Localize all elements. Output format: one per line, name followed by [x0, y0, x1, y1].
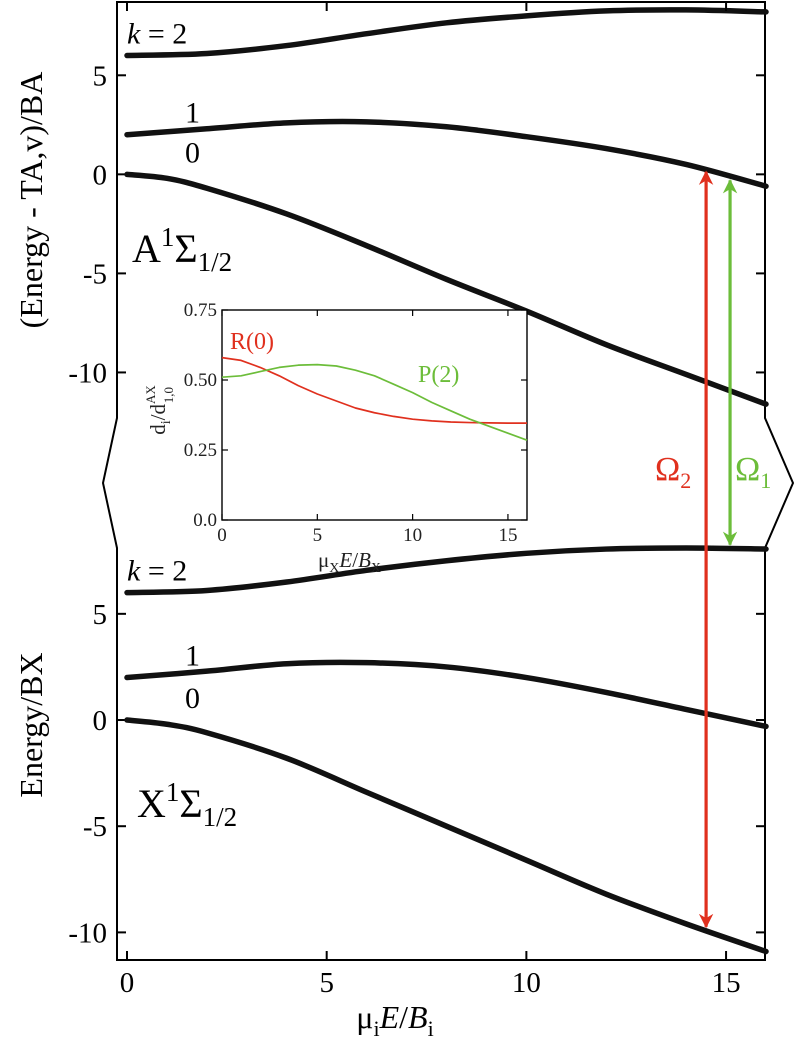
x-axis-title: μiE/Bi [356, 999, 433, 1039]
k-label-1: 1 [185, 640, 200, 673]
x-tick-label: 15 [712, 967, 741, 999]
inset-frame [221, 309, 528, 521]
omega2-label: Ω2 [655, 451, 691, 493]
k-symbol: k [127, 17, 141, 50]
mu-sub: i [373, 1016, 379, 1039]
B-sub: i [428, 1016, 434, 1039]
k-label-0: 0 [185, 136, 200, 169]
x-tick-label: 5 [319, 967, 334, 999]
k-symbol: k [127, 555, 141, 588]
y-tick-label: -5 [83, 811, 107, 843]
k-label-1: 1 [185, 97, 200, 130]
state-sym: Σ [174, 226, 197, 271]
level-curve-k2 [124, 545, 769, 596]
level-curve-k0 [124, 171, 769, 407]
y-axis-title: Energy/BX [13, 652, 49, 797]
state-sym: Σ [179, 781, 202, 826]
slash: / [352, 548, 358, 572]
state-label: X1Σ1/2 [137, 777, 237, 832]
slash-d: /d [146, 404, 170, 421]
B: B [408, 999, 428, 1035]
B-sub: X [371, 561, 381, 576]
inset-y-tick-label: 0.50 [184, 370, 217, 391]
B: B [358, 548, 371, 572]
inset-plot: 0.00.250.500.750 5 10 15R(0)P(2)μXE/BXdi/dA… [143, 300, 528, 576]
state-sup: 1 [166, 777, 180, 807]
level-curve-k1 [124, 118, 769, 189]
inset-x-tick-label: 5 [313, 525, 323, 546]
omega-sub: 1 [760, 468, 771, 493]
inset-y-tick-label: 0.75 [184, 300, 217, 321]
state-sub: 1/2 [203, 802, 238, 832]
inset-y-tick-label: 0.0 [193, 510, 217, 531]
state-sub: 1/2 [198, 247, 233, 277]
d-sub: i [159, 420, 174, 424]
omega-sub: 2 [680, 468, 691, 493]
inset-x-tick-label: 0 [217, 525, 227, 546]
y-tick-label: -10 [68, 357, 107, 389]
state-main: A [132, 226, 161, 271]
inset-y-axis-title: di/dAX 1,0 [143, 385, 176, 435]
k-label-2: k = 2 [127, 17, 187, 50]
inset-x-tick-label: 15 [498, 525, 517, 546]
plot-frame [101, 1, 795, 961]
x-tick-label: 0 [120, 967, 135, 999]
mu: μ [356, 999, 373, 1035]
omega-symbol: Ω [735, 451, 760, 488]
mu: μ [318, 548, 329, 572]
y-tick-label: 0 [93, 705, 108, 737]
axes-frame-with-break [101, 1, 795, 961]
transition-arrows: Ω2 Ω1 [655, 170, 771, 929]
sub-10: 1,0 [161, 387, 176, 403]
level-curve-k2 [124, 7, 769, 59]
ax-sup: AX [143, 385, 158, 404]
k-value: = 2 [140, 555, 187, 588]
y-axis-title: (Energy - TA,v)/BA [13, 72, 49, 329]
inset-x-axis-title: μXE/BX [318, 548, 381, 576]
inset-label-P2: P(2) [418, 362, 459, 388]
E: E [379, 999, 400, 1035]
state-sup: 1 [161, 222, 175, 252]
x-tick-label: 10 [512, 967, 541, 999]
inset-series-R0 [221, 356, 527, 424]
level-curve-k1 [124, 659, 769, 730]
y-tick-label: 0 [93, 159, 108, 191]
inset-label-R0: R(0) [230, 329, 274, 355]
slash: / [399, 999, 408, 1035]
y-tick-label: 5 [93, 60, 108, 92]
y-tick-label: -10 [68, 917, 107, 949]
E: E [338, 548, 352, 572]
state-main: X [137, 781, 166, 826]
inset-y-tick-label: 0.25 [184, 440, 217, 461]
y-tick-label: 5 [93, 599, 108, 631]
omega-symbol: Ω [655, 451, 680, 488]
mu-sub: X [329, 561, 339, 576]
omega1-label: Ω1 [735, 451, 771, 493]
k-label-2: k = 2 [127, 555, 187, 588]
y-tick-label: -5 [83, 258, 107, 290]
d: d [146, 424, 170, 435]
inset-x-tick-label: 10 [403, 525, 422, 546]
k-label-0: 0 [185, 682, 200, 715]
state-label: A1Σ1/2 [132, 222, 232, 277]
level-curve-k0 [124, 717, 769, 955]
k-value: = 2 [140, 17, 187, 50]
inset-series-P2 [221, 363, 528, 441]
